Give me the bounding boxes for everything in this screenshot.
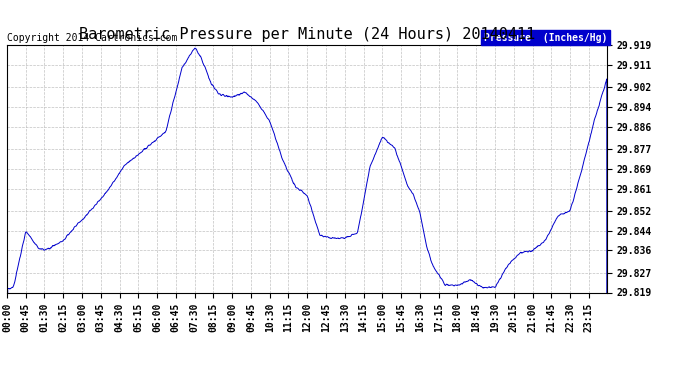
Title: Barometric Pressure per Minute (24 Hours) 20140411: Barometric Pressure per Minute (24 Hours… bbox=[79, 27, 535, 42]
Text: Pressure  (Inches/Hg): Pressure (Inches/Hg) bbox=[484, 33, 607, 42]
Text: Copyright 2014 Cartronics.com: Copyright 2014 Cartronics.com bbox=[7, 33, 177, 42]
